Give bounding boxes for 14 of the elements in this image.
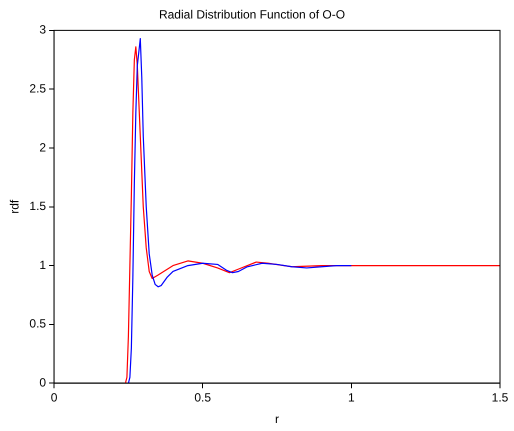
y-tick-label: 1.5 <box>29 199 46 214</box>
x-tick-label: 0.5 <box>194 390 212 405</box>
y-tick-label: 0 <box>39 376 46 390</box>
y-tick-label: 3 <box>39 22 46 37</box>
x-axis-title: r <box>275 412 280 426</box>
x-tick-label: 1.5 <box>492 390 509 405</box>
x-tick-label: 0 <box>50 390 58 405</box>
y-tick-label: 0.5 <box>29 316 46 331</box>
y-tick-label: 1 <box>39 258 46 272</box>
y-tick-label: 2 <box>39 140 46 154</box>
y-axis-title: rdf <box>8 199 22 214</box>
chart-title: Radial Distribution Function of O-O <box>158 8 346 22</box>
x-tick-label: 1 <box>348 390 356 405</box>
y-tick-label: 2.5 <box>29 82 46 96</box>
